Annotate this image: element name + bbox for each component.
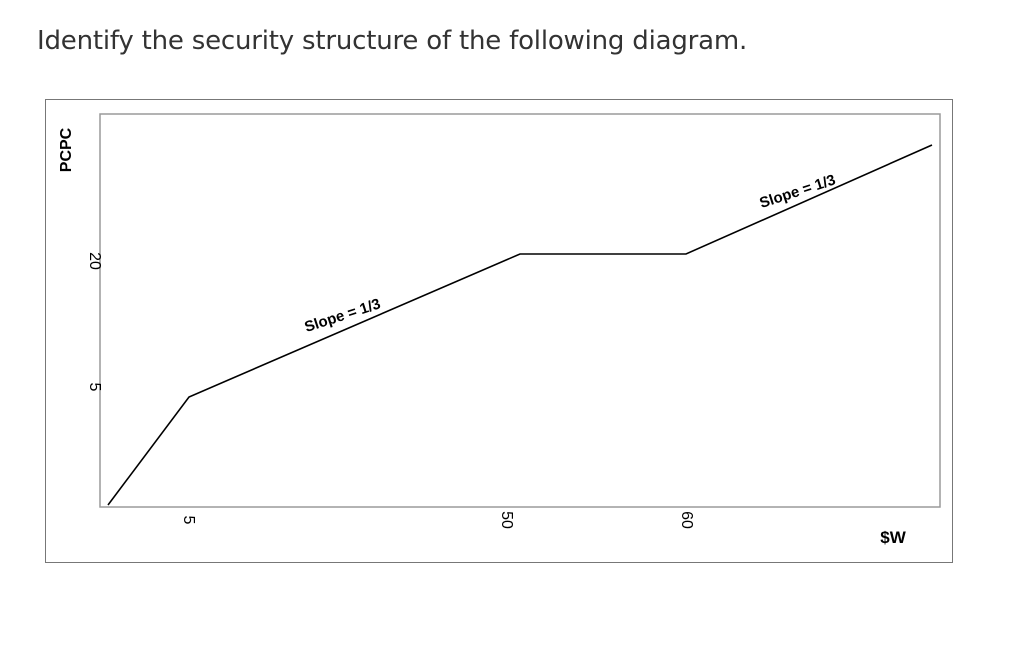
question-text: Identify the security structure of the f… (37, 26, 748, 56)
payoff-line-0 (107, 144, 933, 506)
x-tick-label-5: 5 (180, 516, 197, 525)
y-axis-label: PCPC (58, 127, 75, 172)
x-tick-label-50: 50 (498, 511, 515, 529)
x-tick-label-60: 60 (678, 511, 695, 529)
figure-frame (45, 99, 953, 563)
plot-area-border (99, 113, 941, 508)
y-tick-label-20: 20 (86, 252, 103, 270)
y-tick-label-5: 5 (86, 383, 103, 392)
x-axis-label: $W (880, 528, 906, 547)
